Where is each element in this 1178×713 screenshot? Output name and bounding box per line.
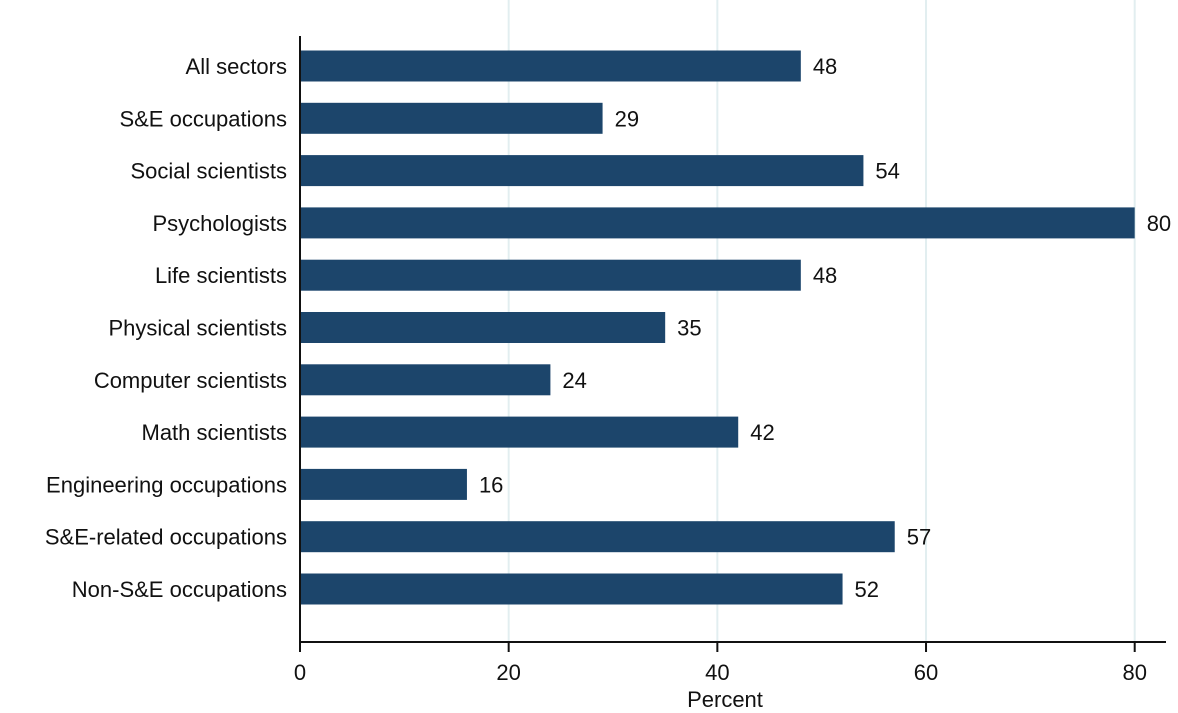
category-label: All sectors bbox=[186, 54, 287, 79]
category-label: Psychologists bbox=[152, 211, 287, 236]
value-label: 35 bbox=[677, 316, 701, 341]
value-label: 16 bbox=[479, 472, 503, 497]
category-label: Life scientists bbox=[155, 263, 287, 288]
x-tick-label: 40 bbox=[705, 660, 729, 685]
value-label: 48 bbox=[813, 263, 837, 288]
value-label: 42 bbox=[750, 420, 774, 445]
category-label: S&E-related occupations bbox=[45, 525, 287, 550]
value-label: 24 bbox=[562, 368, 586, 393]
category-label: Physical scientists bbox=[108, 316, 287, 341]
bar bbox=[300, 521, 895, 553]
category-label: Social scientists bbox=[130, 159, 287, 184]
bar bbox=[300, 102, 603, 134]
bar bbox=[300, 364, 551, 396]
value-label: 29 bbox=[615, 106, 639, 131]
x-axis-title: Percent bbox=[687, 687, 763, 712]
bar bbox=[300, 468, 467, 500]
category-label: Non-S&E occupations bbox=[72, 577, 287, 602]
bar bbox=[300, 259, 801, 291]
value-label: 80 bbox=[1147, 211, 1171, 236]
bar bbox=[300, 312, 666, 343]
value-label: 48 bbox=[813, 54, 837, 79]
x-tick-label: 20 bbox=[496, 660, 520, 685]
category-label: Computer scientists bbox=[94, 368, 287, 393]
category-label: Math scientists bbox=[142, 420, 288, 445]
value-label: 54 bbox=[875, 159, 899, 184]
bar bbox=[300, 416, 739, 448]
x-tick-label: 0 bbox=[294, 660, 306, 685]
bar bbox=[300, 155, 864, 187]
bar bbox=[300, 50, 801, 82]
category-label: Engineering occupations bbox=[46, 472, 287, 497]
x-tick-label: 60 bbox=[914, 660, 938, 685]
bar bbox=[300, 573, 843, 605]
x-tick-label: 80 bbox=[1122, 660, 1146, 685]
value-label: 57 bbox=[907, 525, 931, 550]
value-label: 52 bbox=[855, 577, 879, 602]
category-label: S&E occupations bbox=[119, 106, 287, 131]
bar bbox=[300, 207, 1135, 239]
